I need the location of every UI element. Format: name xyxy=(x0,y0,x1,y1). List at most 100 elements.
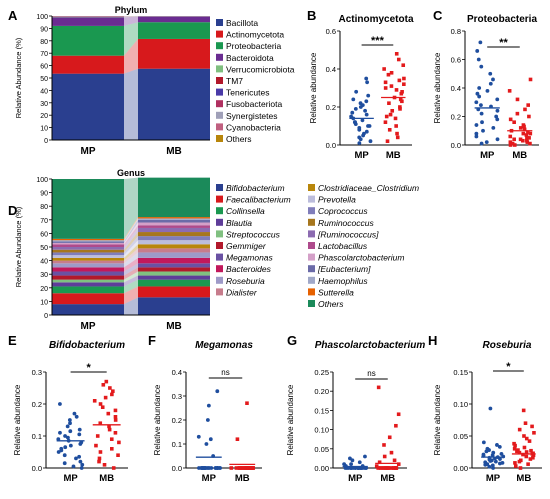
panel-g-y-tick-label: 0.15 xyxy=(314,406,329,415)
panel-d-connector-1 xyxy=(124,286,138,305)
panel-b-y-tick-label: 0.0 xyxy=(326,141,336,150)
panel-a-bar-mb-segment-2 xyxy=(138,22,210,39)
panel-g-point-mb xyxy=(396,462,401,466)
panel-a-y-tick-label: 100 xyxy=(36,14,48,21)
panel-b-point-mb xyxy=(383,80,388,85)
panel-d-bar-mp-segment-11 xyxy=(52,255,124,258)
panel-h-point-mb xyxy=(522,445,527,450)
panel-e-point-mp xyxy=(79,440,84,445)
panel-c-point-mp xyxy=(485,88,490,93)
panel-c-point-mp xyxy=(479,64,484,69)
panel-g-point-mp xyxy=(342,462,347,467)
panel-h-point-mb xyxy=(524,436,529,441)
panel-e-point-mp xyxy=(67,418,72,422)
panel-h-point-mb xyxy=(531,455,535,460)
panel-g-point-mp xyxy=(349,462,353,467)
panel-d-legend-label: Faecalibacterium xyxy=(226,195,291,205)
panel-b-point-mb xyxy=(402,82,406,86)
panel-c-point-mp xyxy=(477,94,482,99)
panel-d-y-label: Relative Abundance (%) xyxy=(14,206,23,287)
panel-e-point-mp xyxy=(79,466,84,470)
panel-h-point-mp xyxy=(483,460,488,465)
panel-e-y-tick-label: 0.2 xyxy=(32,400,42,409)
panel-e-point-mb xyxy=(104,379,109,384)
panel-h-point-mb xyxy=(523,421,528,425)
panel-a-y-tick-label: 70 xyxy=(40,51,48,58)
panel-b-point-mp xyxy=(363,108,367,113)
panel-d-connector-20 xyxy=(124,177,138,239)
panel-b-point-mb xyxy=(395,135,400,140)
panel-d-legend-label: Collinsella xyxy=(226,206,265,216)
panel-e-point-mb xyxy=(102,463,107,467)
panel-a-legend-swatch xyxy=(216,135,223,142)
panel-d-legend-label: Sutterella xyxy=(318,287,354,297)
panel-d-bar-mb-segment-20 xyxy=(138,177,210,218)
panel-c-point-mb xyxy=(510,141,515,146)
panel-d-bar-mp-segment-4 xyxy=(52,279,124,283)
panel-e-point-mb xyxy=(98,402,103,406)
panel-f-y-tick-label: 0.2 xyxy=(172,416,182,425)
panel-e-point-mp xyxy=(77,427,82,432)
panel-c-significance: ** xyxy=(499,37,508,49)
panel-c-point-mb xyxy=(526,130,530,134)
panel-d-legend-label: Bifidobacterium xyxy=(226,183,285,193)
panel-c-point-mp xyxy=(476,57,481,62)
panel-d-legend-swatch xyxy=(308,276,315,284)
panel-e-significance: * xyxy=(86,362,91,374)
panel-h-point-mb xyxy=(526,462,530,466)
panel-d-bar-mp-segment-8 xyxy=(52,263,124,268)
panel-h-significance: * xyxy=(506,361,511,373)
panel-a-legend-label: Tenericutes xyxy=(226,88,269,98)
panel-c-point-mp xyxy=(479,111,484,116)
panel-g-x-tick-label: MB xyxy=(380,473,395,484)
panel-e-point-mb xyxy=(107,427,112,432)
panel-g-point-mb xyxy=(376,385,381,390)
panel-a-bar-mp-segment-0 xyxy=(52,73,124,140)
panel-d-connector-14 xyxy=(124,227,138,250)
panel-a-title: Phylum xyxy=(115,5,148,15)
panel-a-legend-label: Cyanobacteria xyxy=(226,122,281,132)
panel-d-connector-6 xyxy=(124,263,138,276)
panel-g-point-mb xyxy=(396,412,401,417)
panel-h-point-mb xyxy=(530,424,534,429)
panel-d-bar-mb-segment-12 xyxy=(138,236,210,241)
panel-d-bar-mp-segment-10 xyxy=(52,257,124,261)
panel-b-point-mb xyxy=(394,124,398,128)
panel-e-point-mp xyxy=(68,429,73,434)
panel-b-point-mb xyxy=(398,97,403,102)
panel-e-point-mb xyxy=(98,450,103,454)
panel-g-title: Phascolarctobacterium xyxy=(315,340,426,351)
panel-d-legend-swatch xyxy=(308,288,315,296)
panel-h-point-mp xyxy=(490,463,495,468)
panel-b-point-mb xyxy=(394,88,399,92)
panel-d-legend-swatch xyxy=(308,300,315,307)
panel-e-y-tick-label: 0.3 xyxy=(32,368,42,377)
panel-d-connector-4 xyxy=(124,271,138,283)
panel-c-x-tick-label: MP xyxy=(480,150,495,161)
panel-g-point-mb xyxy=(386,466,390,470)
panel-b-title: Actinomycetota xyxy=(338,14,413,25)
panel-d-connector-5 xyxy=(124,267,138,280)
panel-d-y-tick-label: 100 xyxy=(36,177,48,184)
panel-f-title: Megamonas xyxy=(195,340,253,351)
panel-f-point-mb xyxy=(244,466,249,470)
panel-c-point-mp xyxy=(474,131,479,136)
panel-e-point-mp xyxy=(66,435,70,440)
panel-f-x-tick-label: MP xyxy=(202,473,217,484)
panel-d-bar-mb-segment-18 xyxy=(138,218,210,220)
panel-a-bar-mp-segment-2 xyxy=(52,25,124,56)
panel-b-point-mp xyxy=(360,118,365,123)
panel-e-point-mb xyxy=(116,453,120,457)
panel-e-y-tick-label: 0.1 xyxy=(32,432,42,441)
panel-a-legend-label: Others xyxy=(226,134,252,144)
panel-e-point-mp xyxy=(72,411,77,416)
panel-d-legend-label: Dialister xyxy=(226,287,258,297)
panel-d-connector-15 xyxy=(124,225,138,247)
panel-d-y-tick-label: 90 xyxy=(40,191,48,198)
panel-h-point-mp xyxy=(481,452,486,457)
panel-f-y-label: Relative abundance xyxy=(153,384,162,455)
panel-g-point-mp xyxy=(348,456,352,461)
panel-f-point-mb xyxy=(245,401,249,405)
panel-e-point-mb xyxy=(113,408,118,413)
panel-g-point-mb xyxy=(377,460,382,465)
